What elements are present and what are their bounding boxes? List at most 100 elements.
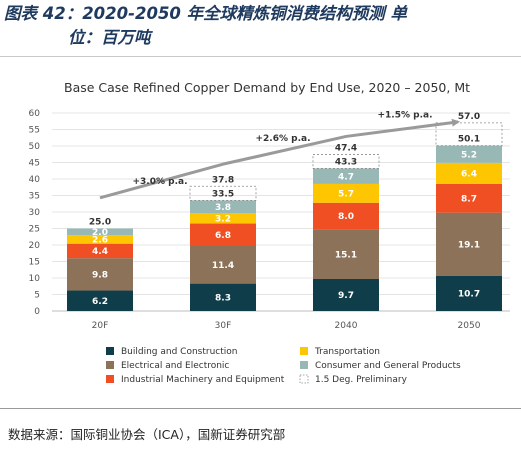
bar-segment bbox=[67, 235, 133, 244]
legend-label: Consumer and General Products bbox=[315, 361, 461, 371]
preliminary-boxes: 25.0 37.8 33.5 47.4 43.3 57.0 50.1 bbox=[89, 112, 503, 228]
growth-rate-label: +3.0% p.a. bbox=[133, 177, 188, 187]
segment-value-label: 6.8 bbox=[215, 231, 231, 241]
y-tick-label: 30 bbox=[29, 208, 41, 218]
source-note: 数据来源：国际铜业协会（ICA），国新证券研究部 bbox=[8, 427, 286, 442]
y-tick-label: 15 bbox=[29, 258, 40, 268]
x-tick-label: 20F bbox=[92, 321, 109, 331]
figure-title-line2: 位：百万吨 bbox=[68, 28, 151, 47]
x-tick-label: 2050 bbox=[458, 321, 481, 331]
segment-value-label: 4.7 bbox=[338, 172, 354, 182]
segment-value-label: 5.7 bbox=[338, 190, 354, 200]
figure-title-line1: 图表 42：2020-2050 年全球精炼铜消费结构预测 单 bbox=[4, 4, 407, 23]
y-tick-label: 20 bbox=[29, 241, 41, 251]
segment-value-label: 2.6 bbox=[92, 236, 108, 246]
bar-segment bbox=[67, 243, 133, 259]
top-divider bbox=[0, 56, 521, 57]
segment-value-label: 9.7 bbox=[338, 291, 354, 301]
segment-value-label: 8.0 bbox=[338, 212, 354, 222]
preliminary-total-label: 47.4 bbox=[335, 144, 357, 154]
legend-item: Consumer and General Products bbox=[300, 361, 461, 371]
growth-rate-label: +2.6% p.a. bbox=[256, 134, 311, 144]
segment-value-label: 15.1 bbox=[335, 250, 357, 260]
y-tick-label: 40 bbox=[29, 175, 41, 185]
legend-label: Building and Construction bbox=[121, 347, 237, 357]
preliminary-total-label: 57.0 bbox=[458, 112, 480, 122]
stacked-bars: 6.2 9.8 4.42.62.0 8.3 11.4 6.8 3.23.8 9.7 15.1 8.… bbox=[67, 145, 502, 311]
segment-value-label: 8.7 bbox=[461, 195, 477, 205]
bottom-divider bbox=[0, 408, 521, 409]
segment-value-label: 4.4 bbox=[92, 247, 108, 257]
y-tick-label: 25 bbox=[29, 225, 40, 235]
legend-swatch bbox=[106, 375, 114, 383]
legend-item: Industrial Machinery and Equipment bbox=[106, 375, 285, 385]
growth-rate-label: +1.5% p.a. bbox=[378, 110, 433, 120]
bar-segment bbox=[67, 258, 133, 291]
x-axis-labels: 20F 30F 2040 2050 bbox=[92, 321, 481, 331]
bar-segment bbox=[436, 212, 502, 276]
y-tick-label: 10 bbox=[29, 274, 41, 284]
total-label: 25.0 bbox=[89, 218, 111, 228]
legend-swatch bbox=[299, 374, 309, 384]
preliminary-box bbox=[435, 122, 503, 147]
bar-segment bbox=[313, 278, 379, 311]
bar-segment bbox=[436, 162, 502, 184]
legend-swatch bbox=[106, 347, 114, 355]
legend-label: 1.5 Deg. Preliminary bbox=[315, 375, 408, 385]
legend-item: Transportation bbox=[300, 347, 380, 357]
preliminary-box bbox=[189, 185, 257, 201]
total-label: 33.5 bbox=[212, 189, 234, 199]
bar-segment bbox=[190, 223, 256, 246]
bar-segment bbox=[313, 202, 379, 230]
x-tick-label: 30F bbox=[215, 321, 232, 331]
bar-segment bbox=[190, 200, 256, 213]
segment-value-label: 6.2 bbox=[92, 297, 108, 307]
bar-segment bbox=[190, 245, 256, 284]
figure-title: 图表 42：2020-2050 年全球精炼铜消费结构预测 单 位：百万吨 bbox=[4, 2, 514, 50]
y-tick-label: 45 bbox=[29, 159, 40, 169]
copper-demand-chart: Base Case Refined Copper Demand by End U… bbox=[29, 80, 510, 385]
bar-segment bbox=[436, 183, 502, 213]
bar-segment bbox=[190, 212, 256, 224]
legend-item: Electrical and Electronic bbox=[106, 361, 229, 371]
y-axis: 0 5 10 15 20 25 30 35 40 45 50 55 60 bbox=[29, 109, 41, 317]
legend-item: Building and Construction bbox=[106, 347, 237, 357]
bar-segment bbox=[313, 168, 379, 184]
bar-segment bbox=[67, 228, 133, 236]
legend-item: 1.5 Deg. Preliminary bbox=[299, 374, 408, 385]
bar-segment bbox=[67, 290, 133, 311]
y-tick-label: 55 bbox=[29, 126, 40, 136]
chart-title: Base Case Refined Copper Demand by End U… bbox=[64, 80, 470, 95]
segment-value-label: 9.8 bbox=[92, 271, 108, 281]
segment-value-label: 2.0 bbox=[92, 228, 108, 238]
legend-label: Electrical and Electronic bbox=[121, 361, 229, 371]
segment-value-label: 8.3 bbox=[215, 294, 231, 304]
legend-swatch bbox=[300, 347, 308, 355]
legend-label: Transportation bbox=[314, 347, 380, 357]
legend-swatch bbox=[300, 361, 308, 369]
y-tick-label: 5 bbox=[34, 291, 40, 301]
y-tick-label: 35 bbox=[29, 192, 40, 202]
y-tick-label: 60 bbox=[29, 109, 41, 119]
legend-label: Industrial Machinery and Equipment bbox=[121, 375, 285, 385]
growth-trend-arrow bbox=[99, 118, 460, 200]
bar-segment bbox=[190, 283, 256, 311]
bar-segment bbox=[313, 183, 379, 203]
segment-value-label: 3.2 bbox=[215, 214, 231, 224]
growth-arrows: +3.0% p.a. +2.6% p.a. +1.5% p.a. bbox=[99, 110, 460, 200]
segment-value-label: 3.8 bbox=[215, 203, 231, 213]
legend: Building and Construction Transportation E… bbox=[106, 347, 461, 385]
total-label: 43.3 bbox=[335, 157, 357, 167]
x-tick-label: 2040 bbox=[335, 321, 358, 331]
segment-value-label: 5.2 bbox=[461, 150, 477, 160]
bar-segment bbox=[313, 229, 379, 279]
bar-segment bbox=[436, 145, 502, 163]
bar-segment bbox=[436, 275, 502, 311]
preliminary-total-label: 37.8 bbox=[212, 175, 234, 185]
total-label: 50.1 bbox=[458, 135, 480, 145]
legend-swatch bbox=[106, 361, 114, 369]
preliminary-box bbox=[312, 154, 380, 169]
segment-value-label: 10.7 bbox=[458, 290, 480, 300]
segment-value-label: 6.4 bbox=[461, 170, 477, 180]
segment-value-label: 19.1 bbox=[458, 240, 480, 250]
